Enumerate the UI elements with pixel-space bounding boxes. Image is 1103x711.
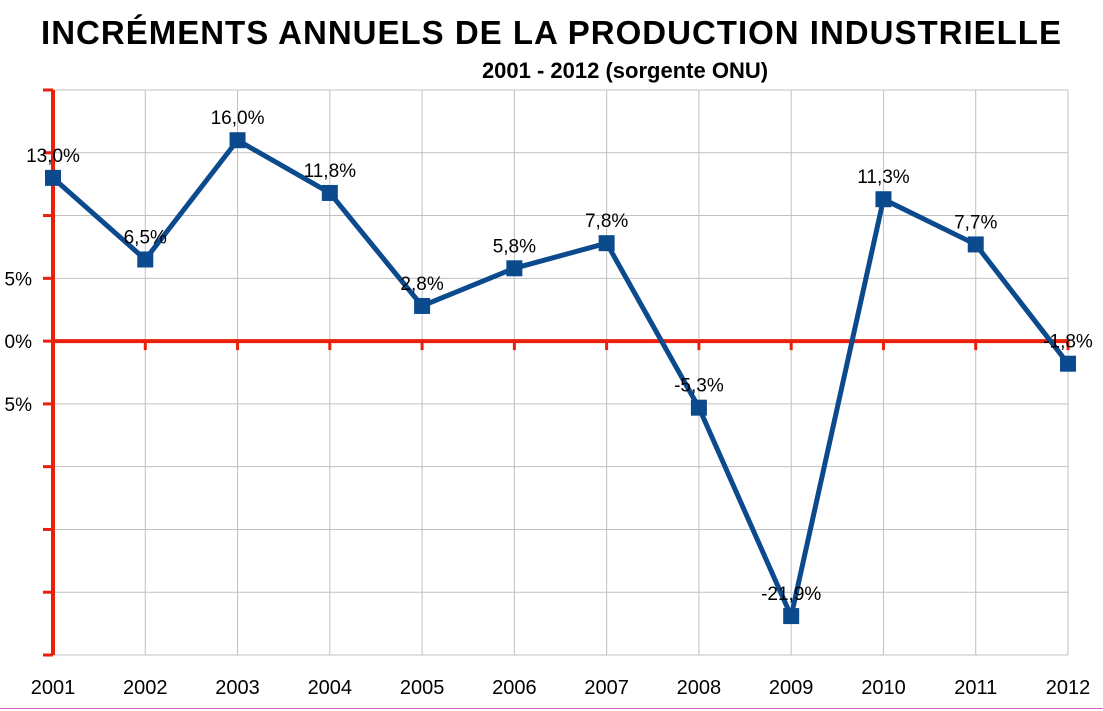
grid	[52, 89, 1069, 656]
data-point-marker	[875, 191, 892, 208]
axes	[43, 88, 1070, 657]
x-tick-label: 2007	[584, 677, 629, 699]
x-tick-label: 2011	[954, 677, 997, 699]
data-label: -21,9%	[761, 584, 821, 605]
data-point-marker	[967, 236, 984, 253]
data-point-marker	[414, 297, 431, 314]
data-label: 7,8%	[585, 211, 628, 232]
x-tick-label: 2004	[308, 677, 353, 699]
y-tick-label: 5%	[5, 269, 33, 290]
series	[45, 132, 1076, 625]
x-tick-label: 2010	[861, 677, 906, 699]
data-label: -1,8%	[1043, 332, 1093, 353]
data-point-marker	[229, 132, 246, 149]
chart-title: INCRÉMENTS ANNUELS DE LA PRODUCTION INDU…	[41, 14, 1062, 51]
x-tick-label: 2002	[123, 677, 168, 699]
data-labels: 13,0% 6,5% 16,0% 11,8% 2,8% 5,8% 7,8% -5,3% -21,…	[26, 108, 1093, 605]
chart-subtitle: 2001 - 2012 (sorgente ONU)	[481, 58, 769, 83]
data-label: 7,7%	[954, 212, 997, 233]
data-label: 5,8%	[493, 236, 536, 257]
y-tick-label: 0%	[5, 332, 33, 353]
data-label: 16,0%	[211, 108, 265, 129]
bottom-rule	[0, 708, 1103, 709]
data-point-marker	[321, 184, 338, 201]
data-label: 2,8%	[400, 274, 443, 295]
data-label: 6,5%	[124, 228, 167, 249]
x-tick-label: 2001	[31, 677, 76, 699]
data-label: -5,3%	[674, 376, 724, 397]
data-label: 11,3%	[857, 167, 910, 188]
data-point-marker	[45, 169, 61, 186]
data-point-marker	[598, 235, 615, 252]
data-point-marker	[1060, 355, 1076, 372]
y-tick-labels: 5% 0% 5%	[5, 269, 33, 416]
data-label: 13,0%	[26, 146, 80, 167]
data-point-marker	[137, 251, 154, 268]
x-tick-label: 2009	[769, 677, 814, 699]
x-tick-label: 2005	[400, 677, 445, 699]
y-tick-label: 5%	[5, 395, 33, 416]
x-tick-label: 2006	[492, 677, 537, 699]
x-tick-labels: 2001 2002 2003 2004 2005 2006 2007 2008 2009 2010…	[31, 677, 1091, 699]
data-point-marker	[690, 399, 707, 416]
data-point-marker	[783, 608, 800, 625]
data-point-marker	[506, 260, 523, 277]
data-label: 11,8%	[304, 161, 357, 182]
x-tick-label: 2003	[215, 677, 260, 699]
series-line	[51, 137, 1070, 619]
x-tick-label: 2008	[677, 677, 722, 699]
x-tick-label: 2012	[1046, 677, 1091, 699]
